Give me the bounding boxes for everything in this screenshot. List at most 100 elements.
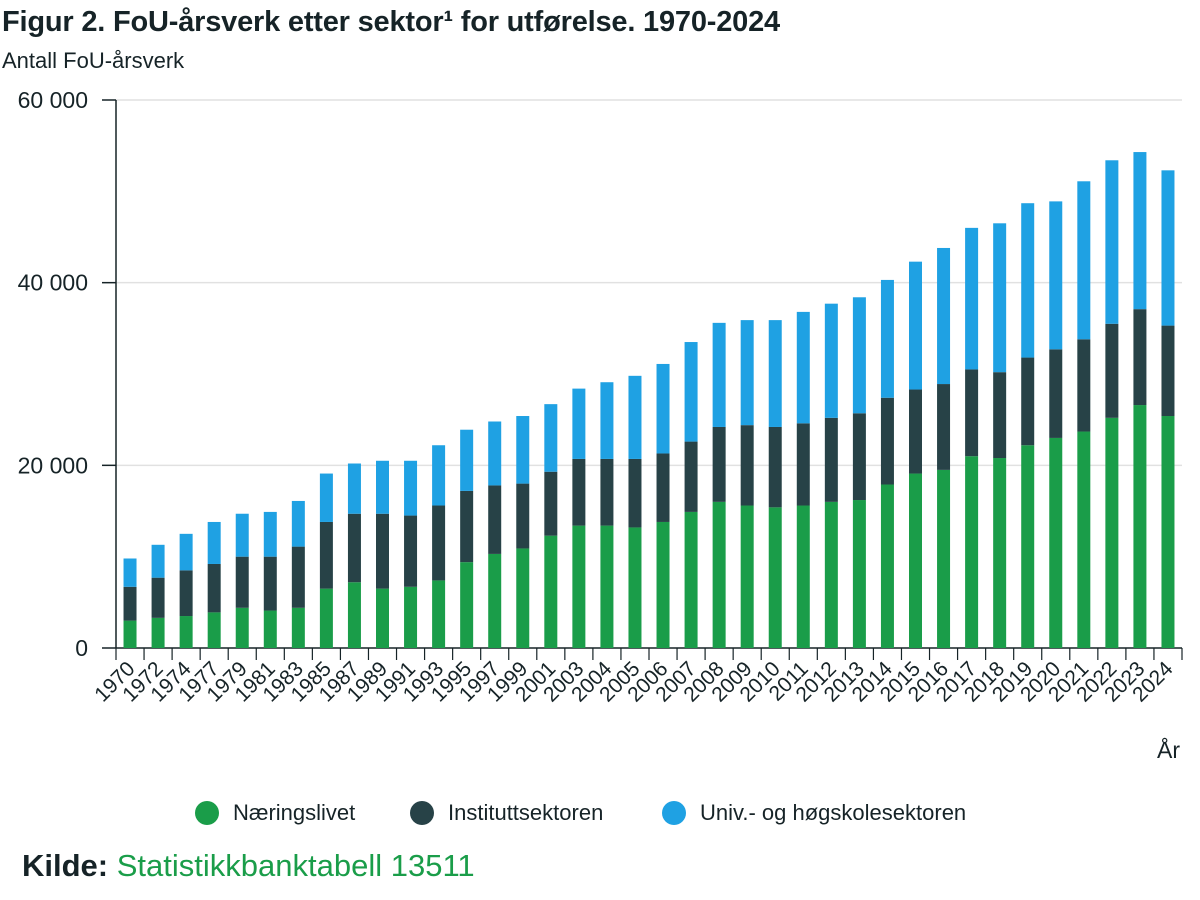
x-axis-label: År [1157, 736, 1180, 763]
bar-institutt-2019 [1021, 357, 1035, 446]
bar-naeringslivet-1974 [179, 616, 193, 648]
bar-institutt-2008 [712, 426, 726, 502]
bar-institutt-2004 [600, 458, 614, 526]
bar-univ-1974 [179, 533, 193, 571]
bar-naeringslivet-2006 [656, 521, 670, 648]
bar-univ-2013 [852, 297, 866, 414]
y-tick-label: 40 000 [18, 270, 88, 296]
legend-label-univ: Univ.- og høgskolesektoren [700, 800, 967, 825]
bar-naeringslivet-2012 [824, 501, 838, 648]
bar-naeringslivet-2020 [1049, 437, 1063, 648]
bar-univ-1993 [432, 445, 446, 506]
bar-univ-1970 [123, 558, 137, 587]
bar-naeringslivet-2024 [1161, 416, 1175, 648]
bar-institutt-1997 [488, 485, 502, 554]
bar-naeringslivet-2021 [1077, 431, 1091, 648]
bar-institutt-1995 [460, 490, 474, 563]
legend-label-instituttsektoren: Instituttsektoren [448, 800, 604, 825]
bar-institutt-1983 [291, 546, 305, 608]
bar-univ-1999 [516, 416, 530, 484]
bar-institutt-2021 [1077, 339, 1091, 432]
bar-naeringslivet-1989 [376, 588, 389, 648]
bar-naeringslivet-2015 [909, 473, 922, 648]
bar-univ-1987 [347, 463, 361, 514]
bar-naeringslivet-2017 [965, 456, 979, 648]
bar-univ-1985 [319, 473, 333, 522]
bar-naeringslivet-2004 [600, 525, 614, 648]
bar-institutt-1981 [263, 556, 277, 611]
bar-institutt-2011 [796, 423, 810, 506]
bar-univ-2001 [544, 404, 558, 472]
chart-title: Figur 2. FoU-årsverk etter sektor¹ for u… [2, 6, 780, 38]
bar-institutt-2005 [628, 458, 642, 528]
bar-univ-2022 [1105, 160, 1119, 324]
bar-naeringslivet-2022 [1105, 417, 1119, 648]
bar-naeringslivet-1972 [151, 617, 165, 648]
bar-institutt-1972 [151, 577, 165, 618]
bar-naeringslivet-1999 [516, 548, 530, 648]
chart-subtitle: Antall FoU-årsverk [2, 48, 185, 73]
bar-univ-2023 [1133, 152, 1147, 310]
bar-institutt-1985 [319, 521, 333, 589]
legend-swatch-univ [662, 801, 686, 825]
bar-institutt-1977 [207, 563, 221, 613]
bar-univ-2006 [656, 363, 670, 454]
bar-institutt-2012 [824, 417, 838, 502]
bar-naeringslivet-2003 [572, 525, 586, 648]
bar-institutt-1979 [235, 556, 249, 608]
bar-univ-1981 [263, 511, 277, 557]
bar-univ-2004 [600, 382, 614, 459]
bar-univ-2008 [712, 322, 726, 427]
bar-naeringslivet-2010 [768, 507, 782, 648]
bar-univ-2005 [628, 375, 642, 459]
chart-legend: Næringslivet Instituttsektoren Univ.- og… [0, 800, 1200, 832]
bar-institutt-2018 [993, 372, 1007, 459]
y-tick-label: 20 000 [18, 452, 88, 478]
bar-institutt-2020 [1049, 349, 1063, 438]
source-link[interactable]: Statistikkbanktabell 13511 [116, 848, 475, 883]
bar-naeringslivet-1983 [291, 607, 305, 648]
bar-institutt-2016 [937, 384, 951, 470]
bar-naeringslivet-1995 [460, 562, 474, 648]
legend-item-univ[interactable]: Univ.- og høgskolesektoren [662, 800, 966, 826]
bar-naeringslivet-1991 [404, 586, 418, 648]
bar-naeringslivet-1977 [207, 612, 221, 648]
bar-naeringslivet-2007 [684, 511, 698, 648]
bar-naeringslivet-1970 [123, 620, 137, 648]
bar-naeringslivet-1993 [432, 580, 446, 648]
bar-naeringslivet-2023 [1133, 405, 1147, 648]
bar-institutt-2001 [544, 471, 558, 536]
bar-univ-2014 [880, 279, 894, 398]
bar-institutt-1989 [376, 513, 389, 589]
y-tick-label: 60 000 [18, 87, 88, 113]
legend-label-naeringslivet: Næringslivet [233, 800, 356, 825]
bar-institutt-2009 [740, 425, 754, 506]
bar-univ-2016 [937, 247, 951, 385]
bar-institutt-2010 [768, 426, 782, 508]
bar-univ-1979 [235, 513, 249, 557]
bar-univ-2018 [993, 223, 1007, 373]
bar-univ-2011 [796, 311, 810, 424]
bar-institutt-2006 [656, 453, 670, 522]
bar-institutt-1991 [404, 515, 418, 587]
bar-institutt-1987 [347, 513, 361, 583]
bar-institutt-2007 [684, 441, 698, 512]
bar-univ-1997 [488, 421, 502, 486]
bar-univ-1977 [207, 521, 221, 564]
bar-institutt-2014 [880, 397, 894, 485]
bar-univ-2019 [1021, 203, 1035, 358]
bar-naeringslivet-2009 [740, 505, 754, 648]
bar-univ-2009 [740, 320, 754, 426]
bar-naeringslivet-2018 [993, 458, 1007, 648]
bar-naeringslivet-1981 [263, 610, 277, 648]
bar-institutt-1993 [432, 505, 446, 581]
bar-naeringslivet-2016 [937, 469, 951, 648]
bar-institutt-2015 [909, 389, 922, 474]
bar-institutt-2023 [1133, 309, 1147, 406]
bar-univ-1995 [460, 429, 474, 491]
bar-naeringslivet-2011 [796, 505, 810, 648]
bar-univ-2017 [965, 227, 979, 370]
legend-item-instituttsektoren[interactable]: Instituttsektoren [410, 800, 603, 826]
legend-item-naeringslivet[interactable]: Næringslivet [195, 800, 355, 826]
bar-institutt-2003 [572, 458, 586, 526]
